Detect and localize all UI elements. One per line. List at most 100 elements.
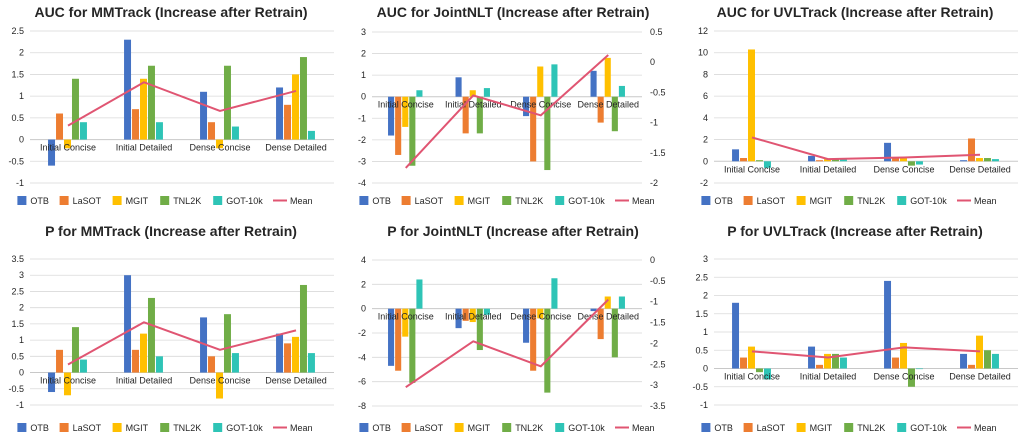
bar-lasot-initial-concise: [395, 96, 402, 155]
y-tick-label: 2: [703, 291, 708, 301]
chart-p-uvltrack: P for UVLTrack (Increase after Retrain) -…: [684, 219, 1026, 437]
y-tick-label: -0.5: [8, 384, 24, 394]
y-tick-label: 3: [703, 254, 708, 264]
bar-otb-initial-concise: [732, 149, 740, 162]
legend-label: TNL2K: [173, 423, 201, 433]
legend-swatch: [17, 196, 27, 205]
y-tick-label: -1: [700, 400, 708, 410]
y-tick-label: 2.5: [695, 272, 708, 282]
bar-otb-dense-concise: [523, 96, 530, 117]
legend-swatch: [555, 423, 565, 432]
legend-label: MGIT: [126, 423, 149, 433]
legend-swatch: [897, 196, 907, 205]
legend-swatch: [897, 423, 907, 432]
bar-lasot-dense-concise: [530, 96, 537, 162]
legend-item-tnl2k: TNL2K: [844, 196, 885, 206]
bar-lasot-initial-concise: [740, 357, 748, 369]
chart-svg: P for MMTrack (Increase after Retrain) -1…: [8, 223, 334, 433]
chart-title: P for UVLTrack (Increase after Retrain): [727, 223, 982, 239]
bar-mgit-initial-concise: [64, 372, 71, 396]
y-tick-label: 1.5: [11, 319, 24, 329]
legend-label: LaSOT: [73, 423, 102, 433]
legend-label: GOT-10k: [910, 423, 947, 433]
legend-label: TNL2K: [515, 423, 543, 433]
bar-tnl2k-initial-concise: [409, 308, 416, 383]
category-label: Initial Concise: [378, 312, 434, 322]
bar-got-10k-initial-detailed: [155, 356, 163, 373]
y2-tick-label: -0.5: [650, 87, 666, 97]
bar-lasot-dense-concise: [892, 357, 900, 369]
legend-item-lasot: LaSOT: [743, 423, 786, 433]
legend-label: TNL2K: [857, 423, 885, 433]
bar-got-10k-dense-detailed: [618, 296, 625, 309]
bar-otb-dense-concise: [200, 91, 208, 140]
bar-got-10k-dense-detailed: [991, 159, 999, 162]
y-tick-label: 1: [19, 335, 24, 345]
legend-item-lasot: LaSOT: [743, 196, 786, 206]
bar-mgit-initial-detailed: [469, 90, 476, 97]
legend-swatch: [796, 423, 806, 432]
legend-label: TNL2K: [173, 196, 201, 206]
mean-line: [405, 298, 609, 389]
bar-lasot-initial-concise: [56, 349, 64, 373]
legend-label: Mean: [290, 196, 313, 206]
legend-label: OTB: [714, 423, 733, 433]
legend-swatch: [359, 196, 369, 205]
y-tick-label: -1: [358, 113, 366, 123]
bar-otb-dense-detailed: [590, 308, 597, 312]
legend-label: GOT-10k: [226, 196, 263, 206]
bar-mgit-initial-concise: [64, 139, 71, 149]
bar-mgit-dense-concise: [537, 308, 544, 319]
bar-tnl2k-initial-detailed: [476, 308, 483, 351]
y-tick-label: 0: [703, 156, 708, 166]
legend-label: OTB: [372, 196, 391, 206]
legend-item-otb: OTB: [359, 423, 391, 433]
bar-got-10k-initial-concise: [763, 161, 771, 168]
bar-tnl2k-initial-concise: [71, 78, 79, 140]
category-label: Dense Concise: [873, 372, 934, 382]
y2-tick-label: -1.5: [650, 148, 666, 158]
legend-item-tnl2k: TNL2K: [160, 423, 201, 433]
category-label: Dense Concise: [189, 143, 250, 153]
y-tick-label: -0.5: [692, 382, 708, 392]
legend-item-otb: OTB: [701, 423, 733, 433]
bar-otb-dense-detailed: [960, 353, 968, 369]
bar-lasot-dense-concise: [892, 158, 900, 162]
bar-got-10k-dense-concise: [231, 126, 239, 140]
bar-lasot-dense-concise: [530, 308, 537, 371]
bar-lasot-initial-detailed: [132, 349, 140, 373]
bar-otb-initial-concise: [48, 372, 56, 393]
bar-tnl2k-initial-detailed: [147, 297, 155, 373]
bar-mgit-initial-detailed: [140, 78, 147, 140]
category-label: Initial Detailed: [445, 100, 502, 110]
bar-got-10k-initial-concise: [79, 359, 87, 373]
bar-got-10k-initial-detailed: [483, 308, 490, 315]
chart-title: P for JointNLT (Increase after Retrain): [387, 223, 639, 239]
bar-lasot-initial-detailed: [132, 109, 140, 140]
legend-item-got-10k: GOT-10k: [555, 423, 605, 433]
legend-item-mgit: MGIT: [454, 196, 491, 206]
y-tick-label: 12: [698, 26, 708, 36]
bar-tnl2k-initial-detailed: [831, 159, 839, 162]
y-tick-label: 1: [361, 70, 366, 80]
legend-label: MGIT: [468, 423, 491, 433]
bar-otb-dense-concise: [884, 142, 892, 162]
bar-lasot-dense-concise: [208, 122, 216, 140]
bar-mgit-dense-concise: [537, 66, 544, 97]
y-tick-label: -6: [358, 377, 366, 387]
chart-title: AUC for UVLTrack (Increase after Retrain…: [717, 4, 994, 20]
legend-item-got-10k: GOT-10k: [213, 196, 263, 206]
y-tick-label: 0.5: [695, 345, 708, 355]
mean-line: [67, 81, 297, 127]
legend-item-lasot: LaSOT: [401, 196, 444, 206]
y-tick-label: 10: [698, 48, 708, 58]
bar-mgit-initial-detailed: [824, 353, 831, 369]
y-tick-label: 2: [361, 49, 366, 59]
legend-label: GOT-10k: [568, 423, 605, 433]
legend-swatch: [160, 196, 170, 205]
legend-swatch: [59, 196, 69, 205]
bar-mgit-initial-detailed: [824, 159, 831, 162]
bar-lasot-dense-detailed: [968, 364, 976, 369]
legend-label: LaSOT: [757, 423, 786, 433]
